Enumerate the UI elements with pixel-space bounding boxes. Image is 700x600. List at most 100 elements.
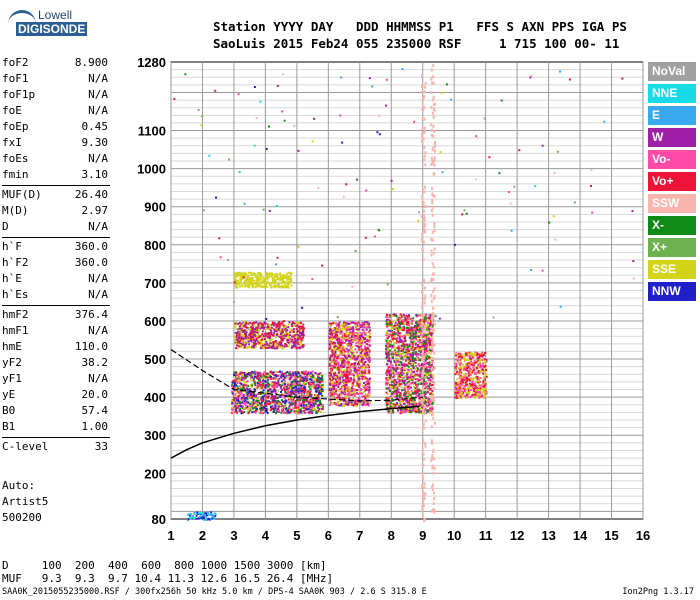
echo-point (388, 343, 391, 346)
echo-point (392, 411, 395, 414)
echo-point (238, 390, 241, 393)
echo-point (240, 278, 243, 281)
echo-point (297, 392, 300, 395)
echo-point (286, 385, 289, 388)
legend-item-ssw: SSW (648, 194, 696, 213)
echo-point (334, 388, 337, 391)
echo-point (261, 325, 264, 328)
echo-point (300, 372, 302, 375)
x-tick-label: 12 (510, 528, 524, 543)
echo-point (265, 401, 268, 404)
echo-point (397, 398, 400, 400)
echo-point (363, 338, 366, 341)
echo-point (239, 274, 242, 277)
echo-point (295, 406, 297, 409)
echo-point (359, 388, 362, 391)
echo-point (358, 365, 361, 368)
echo-point (368, 335, 371, 338)
echo-point (392, 376, 395, 379)
echo-point (425, 325, 428, 328)
echo-point (401, 320, 404, 323)
echo-point (330, 370, 333, 373)
echo-point (238, 385, 241, 388)
echo-point (266, 412, 269, 414)
param-value: 1.00 (81, 420, 109, 433)
echo-point (395, 326, 397, 329)
echo-point (330, 322, 333, 325)
echo-point (281, 408, 284, 410)
echo-point (339, 388, 342, 391)
echo-point (428, 330, 431, 333)
echo-point (258, 336, 261, 339)
echo-point (366, 403, 368, 406)
echo-point (430, 335, 433, 338)
echo-point (349, 368, 352, 371)
echo-point (272, 401, 274, 404)
echo-point (308, 385, 311, 388)
echo-point (334, 327, 337, 330)
echo-point (285, 400, 288, 403)
echo-point (308, 383, 310, 385)
echo-point (342, 337, 345, 340)
echo-point (403, 392, 406, 395)
echo-point (254, 381, 257, 384)
echo-point (414, 330, 417, 333)
echo-point (245, 400, 247, 403)
echo-point (254, 411, 257, 414)
echo-point (267, 400, 270, 403)
echo-point (420, 412, 423, 415)
echo-point (352, 390, 355, 393)
echo-point (288, 396, 291, 399)
echo-point (395, 381, 398, 384)
echo-point (330, 394, 333, 397)
echo-point (365, 338, 368, 341)
echo-point (407, 402, 409, 405)
echo-point (357, 336, 360, 339)
echo-point (417, 408, 420, 411)
echo-point (245, 372, 248, 375)
echo-point (331, 351, 334, 354)
echo-point (305, 405, 308, 408)
echo-point (388, 411, 391, 414)
echo-point (391, 386, 393, 389)
echo-point (385, 404, 388, 407)
echo-point (266, 345, 269, 348)
echo-point (272, 280, 274, 283)
echo-point (233, 410, 236, 413)
echo-point (290, 340, 293, 343)
echo-point (358, 343, 361, 346)
echo-point (242, 380, 245, 383)
param-row: fmin 3.10 (2, 168, 108, 184)
echo-point (252, 372, 255, 375)
echo-point (277, 405, 280, 408)
echo-point (238, 341, 241, 344)
echo-point (299, 391, 302, 394)
echo-point (368, 350, 371, 353)
echo-point (343, 328, 346, 331)
param-value: N/A (88, 88, 108, 101)
echo-point (335, 378, 337, 381)
echo-point (279, 346, 282, 349)
param-key: foF2 (2, 56, 29, 69)
echo-point (341, 365, 344, 368)
echo-point (427, 401, 430, 404)
echo-point (414, 342, 417, 345)
echo-point (260, 376, 263, 379)
echo-point (294, 380, 297, 383)
echo-point (240, 412, 243, 415)
echo-point (351, 346, 353, 349)
echo-point (235, 387, 238, 390)
echo-point (242, 272, 245, 275)
echo-point (236, 279, 239, 282)
x-tick-label: 8 (388, 528, 395, 543)
echo-point (286, 335, 289, 338)
echo-point (316, 386, 319, 389)
echo-point (402, 411, 405, 414)
param-row: C-level 33 (2, 440, 108, 456)
echo-point (283, 345, 286, 348)
x-tick-label: 13 (541, 528, 555, 543)
echo-point (423, 318, 426, 321)
echo-point (354, 399, 357, 402)
echo-point (237, 281, 240, 284)
echo-point (416, 367, 419, 370)
